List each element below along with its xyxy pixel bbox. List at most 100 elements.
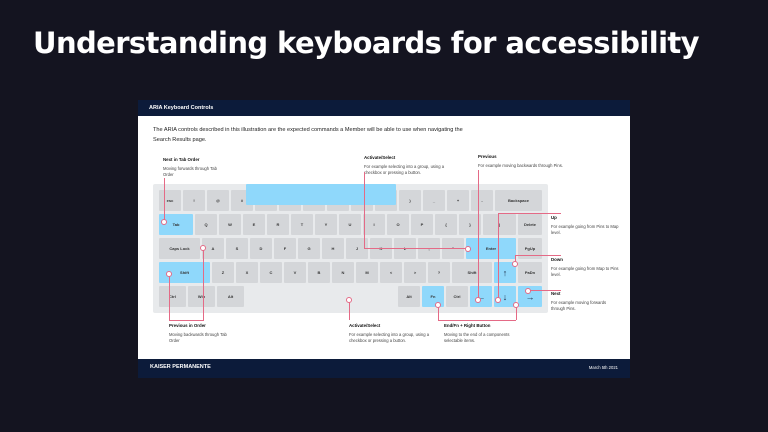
connector-line: [364, 248, 467, 249]
keyboard: esc ! @ # $ % ^ & * ( ) _ + - Backspace …: [153, 184, 548, 313]
key[interactable]: @: [207, 190, 229, 211]
connector-dot: [200, 245, 206, 251]
key[interactable]: |: [483, 214, 516, 235]
key-pgup[interactable]: PgUp: [518, 238, 542, 259]
key[interactable]: T: [291, 214, 313, 235]
key-ctrl-right[interactable]: Ctrl: [446, 286, 468, 307]
annotation-activate-top: Activate/Select For example selecting int…: [364, 155, 445, 175]
key[interactable]: ?: [428, 262, 450, 283]
key-space[interactable]: [246, 184, 396, 205]
connector-line: [438, 306, 439, 320]
key-esc[interactable]: esc: [159, 190, 181, 211]
key-enter[interactable]: Enter: [466, 238, 516, 259]
annotation-next-tab: Next in Tab Order Moving forwards through…: [163, 157, 217, 177]
slide-header: ARIA Keyboard Controls: [138, 100, 630, 116]
key[interactable]: S: [226, 238, 248, 259]
connector-line: [498, 213, 499, 299]
key[interactable]: D: [250, 238, 272, 259]
intro-text: The ARIA controls described in this illu…: [153, 127, 463, 143]
connector-dot: [166, 271, 172, 277]
connector-dot: [161, 219, 167, 225]
connector-line: [203, 250, 204, 320]
key-pgdn[interactable]: PaDn: [518, 262, 542, 283]
key[interactable]: N: [332, 262, 354, 283]
connector-dot: [495, 297, 501, 303]
key[interactable]: !: [183, 190, 205, 211]
slide-footer: KAISER PERMANENTE March 5th 2021: [138, 359, 630, 378]
key-ctrl-left[interactable]: Ctrl: [159, 286, 186, 307]
connector-line: [529, 290, 561, 291]
connector-line: [364, 172, 365, 248]
connector-dot: [435, 302, 441, 308]
connector-dot: [465, 246, 471, 252]
key[interactable]: M: [356, 262, 378, 283]
key[interactable]: Y: [315, 214, 337, 235]
key-tab[interactable]: Tab: [159, 214, 193, 235]
key[interactable]: Q: [195, 214, 217, 235]
connector-line: [498, 213, 561, 214]
key[interactable]: E: [243, 214, 265, 235]
connector-line: [516, 306, 517, 320]
arrow-up-key[interactable]: ↑: [494, 262, 516, 283]
key[interactable]: ): [399, 190, 421, 211]
key-alt-right[interactable]: Alt: [398, 286, 420, 307]
arrow-left-key[interactable]: ←: [470, 286, 492, 307]
annotation-next: Next For example moving forwards through …: [551, 291, 607, 311]
footer-date: March 5th 2021: [588, 365, 618, 370]
key[interactable]: B: [308, 262, 330, 283]
key[interactable]: J: [346, 238, 368, 259]
key[interactable]: X: [236, 262, 258, 283]
annotation-end: End/Fn + Right Button Moving to the end o…: [444, 323, 510, 343]
key-backspace[interactable]: Backspace: [495, 190, 542, 211]
key[interactable]: R: [267, 214, 289, 235]
annotation-up: Up For example going from Pins to Map lev…: [551, 215, 619, 235]
annotation-down: Down For example going from Map to Pins l…: [551, 257, 619, 277]
connector-dot: [512, 261, 518, 267]
key-shift-right[interactable]: Shift: [452, 262, 492, 283]
key[interactable]: F: [274, 238, 296, 259]
annotation-activate-bottom: Activate/Select For example selecting int…: [349, 323, 430, 343]
annotation-prev-order: Previous in Order Moving backwards throug…: [169, 323, 227, 343]
slide: ARIA Keyboard Controls The ARIA controls…: [138, 100, 630, 378]
key[interactable]: H: [322, 238, 344, 259]
connector-line: [438, 320, 516, 321]
key[interactable]: V: [284, 262, 306, 283]
connector-line: [349, 302, 350, 320]
key-alt-left[interactable]: Alt: [217, 286, 244, 307]
key[interactable]: _: [423, 190, 445, 211]
page-title: Understanding keyboards for accessibilit…: [33, 26, 700, 60]
key[interactable]: C: [260, 262, 282, 283]
key-shift-left[interactable]: Shift: [159, 262, 210, 283]
connector-dot: [475, 297, 481, 303]
key[interactable]: I: [363, 214, 385, 235]
key-delete[interactable]: Delete: [518, 214, 542, 235]
arrow-right-key[interactable]: →: [518, 286, 542, 307]
key[interactable]: >: [404, 262, 426, 283]
key[interactable]: P: [411, 214, 433, 235]
key[interactable]: W: [219, 214, 241, 235]
connector-line: [515, 255, 516, 263]
key[interactable]: }: [459, 214, 481, 235]
connector-line: [164, 178, 165, 222]
key[interactable]: O: [387, 214, 409, 235]
connector-line: [169, 320, 204, 321]
connector-line: [478, 170, 479, 300]
key-caps-lock[interactable]: Caps Lock: [159, 238, 200, 259]
key-win[interactable]: Win: [188, 286, 215, 307]
key-fn[interactable]: Fn: [422, 286, 444, 307]
key[interactable]: G: [298, 238, 320, 259]
key[interactable]: {: [435, 214, 457, 235]
connector-line: [169, 275, 170, 320]
key[interactable]: -: [471, 190, 493, 211]
key[interactable]: Z: [212, 262, 234, 283]
connector-dot: [525, 288, 531, 294]
key[interactable]: <: [380, 262, 402, 283]
annotation-previous: Previous For example moving backwards thr…: [478, 154, 563, 168]
connector-dot: [513, 302, 519, 308]
connector-dot: [346, 297, 352, 303]
key[interactable]: A: [202, 238, 224, 259]
footer-brand: KAISER PERMANENTE: [150, 364, 211, 370]
key[interactable]: U: [339, 214, 361, 235]
connector-line: [515, 255, 561, 256]
key[interactable]: +: [447, 190, 469, 211]
